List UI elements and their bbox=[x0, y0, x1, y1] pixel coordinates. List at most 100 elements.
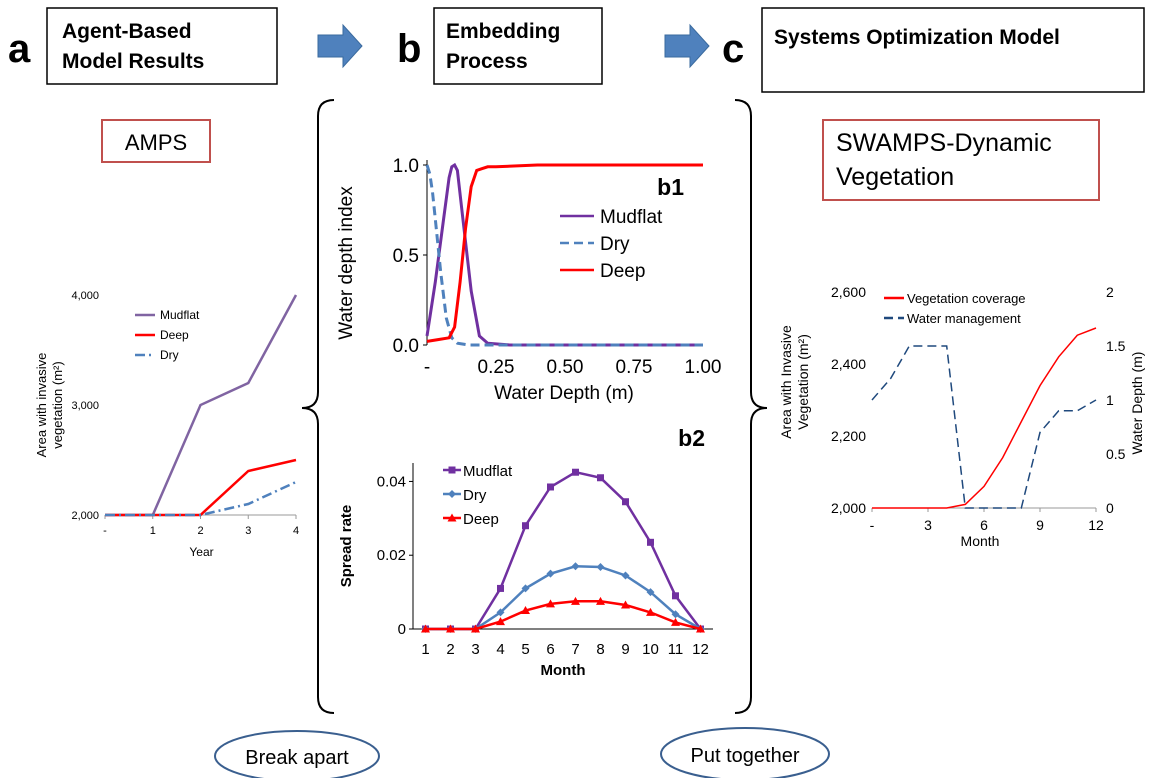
legend-symbol-mudflat-marker bbox=[448, 466, 456, 474]
swamps-chart: - 3 6 9 12 2,000 2,200 2,400 2,600 0 0.5 1 1.5 2 Month… bbox=[778, 284, 1145, 549]
b2-x-tick-label: 2 bbox=[446, 641, 454, 658]
swamps-label-box bbox=[822, 119, 1100, 201]
b2-x-tick-label: 7 bbox=[571, 641, 579, 658]
amps-x-axis-label: Year bbox=[189, 545, 213, 559]
b2-point-mudflat bbox=[497, 584, 504, 592]
b2-x-tick-label: 8 bbox=[596, 641, 604, 658]
swamps-y2-tick-label: 2 bbox=[1106, 284, 1114, 300]
b2-point-mudflat bbox=[572, 468, 579, 476]
put-together-text: Put together bbox=[691, 745, 800, 767]
b2-point-deep bbox=[471, 624, 480, 633]
b2-point-deep bbox=[521, 606, 530, 615]
b2-series-deep bbox=[425, 600, 701, 631]
b2-legend-label: Dry bbox=[463, 487, 487, 504]
b2-point-dry bbox=[596, 563, 605, 572]
break-apart-text: Break apart bbox=[245, 747, 349, 769]
swamps-y-axis-label: Area with Invasive bbox=[778, 325, 794, 439]
amps-legend-label: Mudflat bbox=[160, 308, 200, 322]
b2-legend-label: Deep bbox=[463, 511, 499, 528]
b2-point-deep bbox=[421, 624, 430, 633]
swamps-label: SWAMPS-Dynamic Vegetation bbox=[822, 119, 1100, 201]
amps-legend-label: Dry bbox=[160, 348, 179, 362]
b2-point-mudflat bbox=[522, 522, 529, 530]
b2-point-deep bbox=[446, 624, 455, 633]
amps-y-tick-label: 3,000 bbox=[71, 400, 99, 412]
amps-series-deep bbox=[105, 458, 297, 517]
b2-point-dry bbox=[496, 608, 505, 617]
b1-legend-label: Deep bbox=[600, 261, 645, 282]
header-a-title-line1: Agent-Based bbox=[62, 20, 192, 43]
b2-x-tick-label: 10 bbox=[642, 641, 659, 658]
header-c-title: Systems Optimization Model bbox=[774, 26, 1060, 49]
header-b-title-line1: Embedding bbox=[446, 20, 560, 43]
swamps-x-tick-label: 6 bbox=[980, 517, 988, 533]
amps-x-tick-label: - bbox=[103, 525, 107, 537]
swamps-x-tick-label: 9 bbox=[1036, 517, 1044, 533]
b2-point-dry bbox=[621, 571, 630, 580]
header-box-a bbox=[46, 7, 278, 85]
swamps-y2-tick-label: 1 bbox=[1106, 392, 1114, 408]
b2-point-mudflat bbox=[647, 538, 654, 546]
b2-x-tick-label: 1 bbox=[421, 641, 429, 658]
amps-chart: - 1 2 3 4 2,000 3,000 4,000 Year Area with invasi… bbox=[34, 290, 299, 559]
amps-x-tick-label: 3 bbox=[245, 525, 251, 537]
swamps-x-tick-label: 12 bbox=[1088, 517, 1104, 533]
put-together-ellipse bbox=[660, 727, 830, 778]
b2-x-axis-label: Month bbox=[541, 662, 586, 679]
swamps-series-vegetation-coverage bbox=[872, 327, 1097, 509]
b2-legend-label: Mudflat bbox=[463, 463, 513, 480]
b1-x-tick-label: - bbox=[424, 357, 430, 378]
swamps-series-water-management bbox=[871, 345, 1097, 509]
swamps-legend-label: Water management bbox=[907, 311, 1021, 326]
amps-series-dry bbox=[105, 480, 297, 517]
amps-y-axis-label: Area with invasive bbox=[34, 353, 49, 458]
legend-symbol-deep-marker bbox=[447, 513, 457, 522]
b2-x-tick-label: 11 bbox=[668, 641, 684, 658]
panel-letter-b: b bbox=[397, 27, 421, 71]
amps-x-tick-label: 2 bbox=[197, 525, 203, 537]
amps-label-text: AMPS bbox=[125, 130, 187, 155]
b1-y-axis-label: Water depth index bbox=[336, 186, 357, 340]
swamps-y-tick-label: 2,600 bbox=[831, 284, 866, 300]
swamps-x-tick-label: - bbox=[870, 517, 875, 533]
b1-x-tick-label: 0.75 bbox=[616, 357, 653, 378]
amps-x-tick-label: 4 bbox=[293, 525, 299, 537]
swamps-y2-axis-label: Water Depth (m) bbox=[1129, 352, 1145, 455]
swamps-label-line2: Vegetation bbox=[836, 163, 954, 191]
b1-legend-label: Mudflat bbox=[600, 207, 663, 228]
b2-y-tick-label: 0.04 bbox=[377, 473, 406, 490]
header-c: c Systems Optimization Model bbox=[722, 7, 1145, 93]
swamps-legend-label: Vegetation coverage bbox=[907, 291, 1026, 306]
b1-x-tick-label: 0.25 bbox=[478, 357, 515, 378]
header-arrow-2 bbox=[664, 23, 710, 69]
legend-symbol-dry-marker bbox=[448, 490, 456, 498]
amps-y-axis-label-line2: vegetation (m²) bbox=[50, 361, 65, 448]
arrow-right-icon bbox=[664, 23, 710, 69]
break-apart-label: Break apart bbox=[214, 730, 380, 778]
swamps-y-tick-label: 2,200 bbox=[831, 428, 866, 444]
b2-point-dry bbox=[571, 562, 580, 571]
arrow-right-icon bbox=[317, 23, 363, 69]
b2-point-deep bbox=[596, 596, 605, 605]
amps-series-mudflat bbox=[105, 294, 298, 517]
amps-y-tick-label: 2,000 bbox=[71, 510, 99, 522]
panel-letter-c: c bbox=[722, 27, 744, 71]
b2-point-deep bbox=[571, 596, 580, 605]
swamps-y2-tick-label: 0.5 bbox=[1106, 446, 1126, 462]
b2-point-mudflat bbox=[672, 592, 679, 600]
b2-point-mudflat bbox=[597, 474, 604, 482]
panel-letter-a: a bbox=[8, 27, 31, 71]
b1-x-axis-label: Water Depth (m) bbox=[494, 383, 634, 404]
b1-y-tick-label: 1.0 bbox=[393, 156, 419, 177]
amps-legend-label: Deep bbox=[160, 328, 189, 342]
b2-panel-label: b2 bbox=[678, 425, 705, 451]
header-box-c bbox=[761, 7, 1145, 93]
b1-x-tick-label: 0.50 bbox=[547, 357, 584, 378]
left-brace bbox=[301, 99, 335, 714]
header-box-b bbox=[433, 7, 603, 85]
break-apart-ellipse bbox=[214, 730, 380, 778]
amps-label-box bbox=[101, 119, 211, 163]
b1-panel-label: b1 bbox=[657, 174, 684, 200]
